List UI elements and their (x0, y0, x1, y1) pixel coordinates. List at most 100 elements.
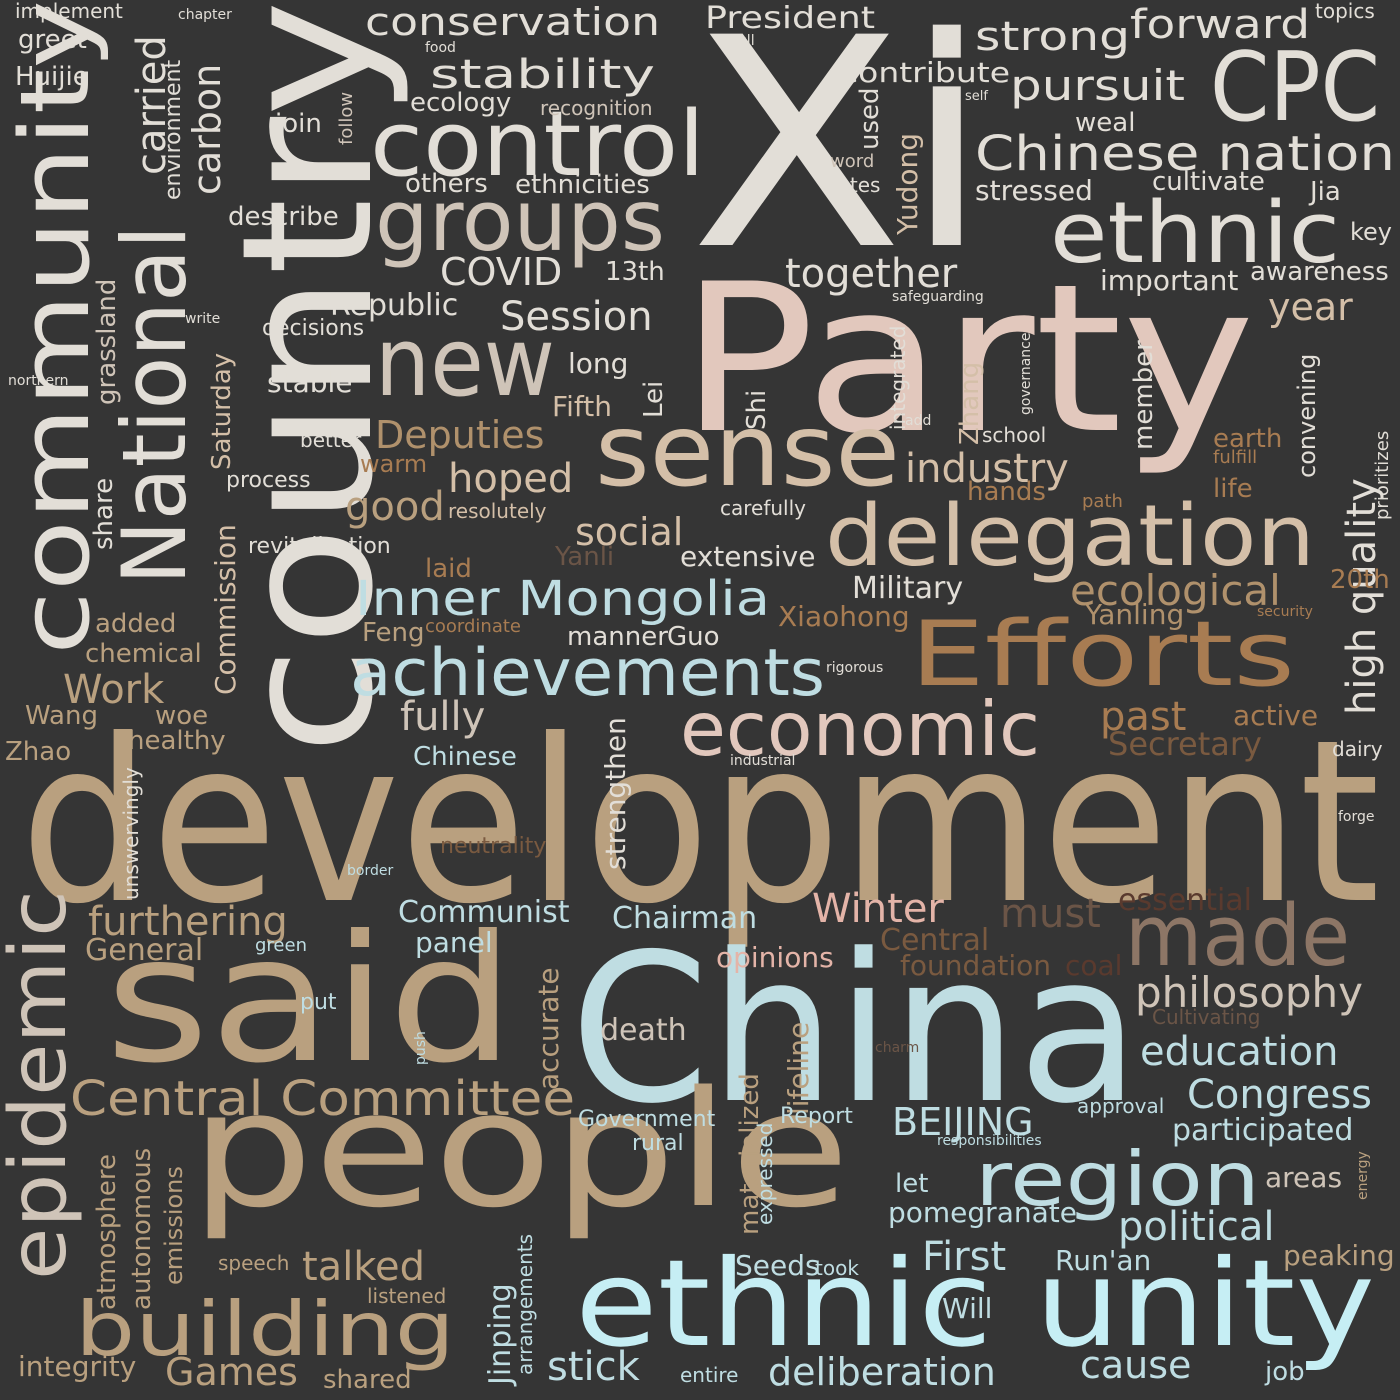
word: epidemic (0, 890, 84, 1280)
word: full (733, 33, 755, 49)
word: food (425, 40, 456, 56)
word: notes (825, 173, 880, 197)
word: carefully (720, 496, 806, 520)
word: said (105, 899, 515, 1102)
word: energy (1355, 1151, 1371, 1200)
word: charm (875, 1040, 919, 1056)
word: carbon (185, 64, 229, 195)
word: healthy (128, 726, 226, 756)
word: year (1268, 285, 1353, 329)
word: Zhao (5, 737, 71, 767)
word: coordinate (425, 616, 521, 637)
word: foundation (900, 949, 1051, 982)
word: ethnic unity (575, 1235, 1375, 1374)
word: neutrality (440, 834, 546, 859)
word: CPC (1210, 33, 1380, 143)
word: integrity (18, 1350, 136, 1383)
word: Run'an (1055, 1244, 1151, 1277)
word: panel (415, 926, 493, 959)
word: Session (500, 294, 653, 340)
word: China (570, 911, 1140, 1149)
word: used (855, 87, 885, 150)
word: political (1118, 1204, 1275, 1250)
word: sense (595, 392, 900, 509)
word: contribute (840, 56, 1010, 89)
word: Chinese nation (975, 126, 1395, 182)
word: shared (323, 1365, 412, 1395)
word: self (965, 89, 988, 104)
word: coal (1065, 949, 1122, 982)
word: Party (680, 241, 1255, 479)
word: rigorous (826, 660, 883, 676)
word: stability (430, 52, 655, 98)
word: talked (302, 1244, 425, 1290)
word: social (575, 510, 683, 554)
word: Work (63, 667, 165, 713)
word: cultivate (1152, 167, 1265, 197)
word: push (413, 1031, 429, 1065)
word: country (204, 0, 413, 755)
word: ethnic (1050, 184, 1340, 283)
word: weal (1075, 108, 1135, 138)
word: achievements (350, 636, 825, 711)
word: share (89, 478, 119, 550)
word: autonomous (127, 1148, 157, 1310)
word: accurate (532, 967, 565, 1090)
word: expressed (753, 1123, 777, 1225)
word: Fifth (552, 390, 612, 423)
word: northern (8, 373, 69, 389)
word: Winter (812, 886, 944, 932)
word: forward (1130, 2, 1310, 48)
word: laid (425, 554, 472, 584)
word: carried (129, 35, 175, 175)
word: path (1082, 491, 1123, 512)
word: ethnicities (515, 170, 650, 200)
word: Secretary (1108, 725, 1262, 763)
word: green (255, 935, 307, 956)
word: Chairman (612, 901, 757, 936)
word: Central (880, 923, 989, 958)
word: Military (852, 571, 963, 606)
word: Saturday (207, 353, 237, 470)
word: warm (360, 450, 427, 478)
word: long (568, 347, 628, 380)
word: pomegranate (888, 1196, 1077, 1229)
word: Lei (639, 381, 669, 418)
word: let (895, 1169, 928, 1199)
word: process (226, 468, 311, 493)
word: region (975, 1135, 1260, 1223)
word: listened (367, 1284, 446, 1308)
word: job (1264, 1357, 1305, 1387)
word: stressed (975, 174, 1093, 207)
word: Xiaohong (778, 600, 910, 633)
word: extensive (680, 540, 815, 573)
word: COVID (440, 250, 562, 294)
word: safeguarding (892, 289, 984, 305)
word: unswervingly (119, 767, 143, 900)
word: dairy (1332, 737, 1383, 761)
word: join (274, 109, 322, 139)
word: recognition (540, 96, 653, 120)
word: control (370, 92, 705, 197)
word: manner (567, 622, 668, 652)
word: took (815, 1256, 859, 1280)
word: ecological (1070, 566, 1281, 615)
word: industry (905, 446, 1069, 492)
word: building (75, 1285, 455, 1373)
word: emissions (160, 1166, 188, 1285)
word: approval (1077, 1094, 1164, 1118)
word: Yanling (1084, 598, 1184, 631)
word: Zhang (955, 362, 985, 445)
word: pursuit (1010, 61, 1185, 110)
word: others (405, 169, 488, 199)
word: peaking (1283, 1239, 1395, 1272)
word: better (300, 428, 362, 452)
word: essential (1118, 883, 1252, 918)
word: education (1140, 1029, 1338, 1075)
word: Seeds (735, 1249, 820, 1282)
word: delegation (825, 487, 1315, 586)
word: added (95, 609, 176, 639)
word: awareness (1250, 257, 1389, 287)
word: cause (1080, 1343, 1191, 1387)
